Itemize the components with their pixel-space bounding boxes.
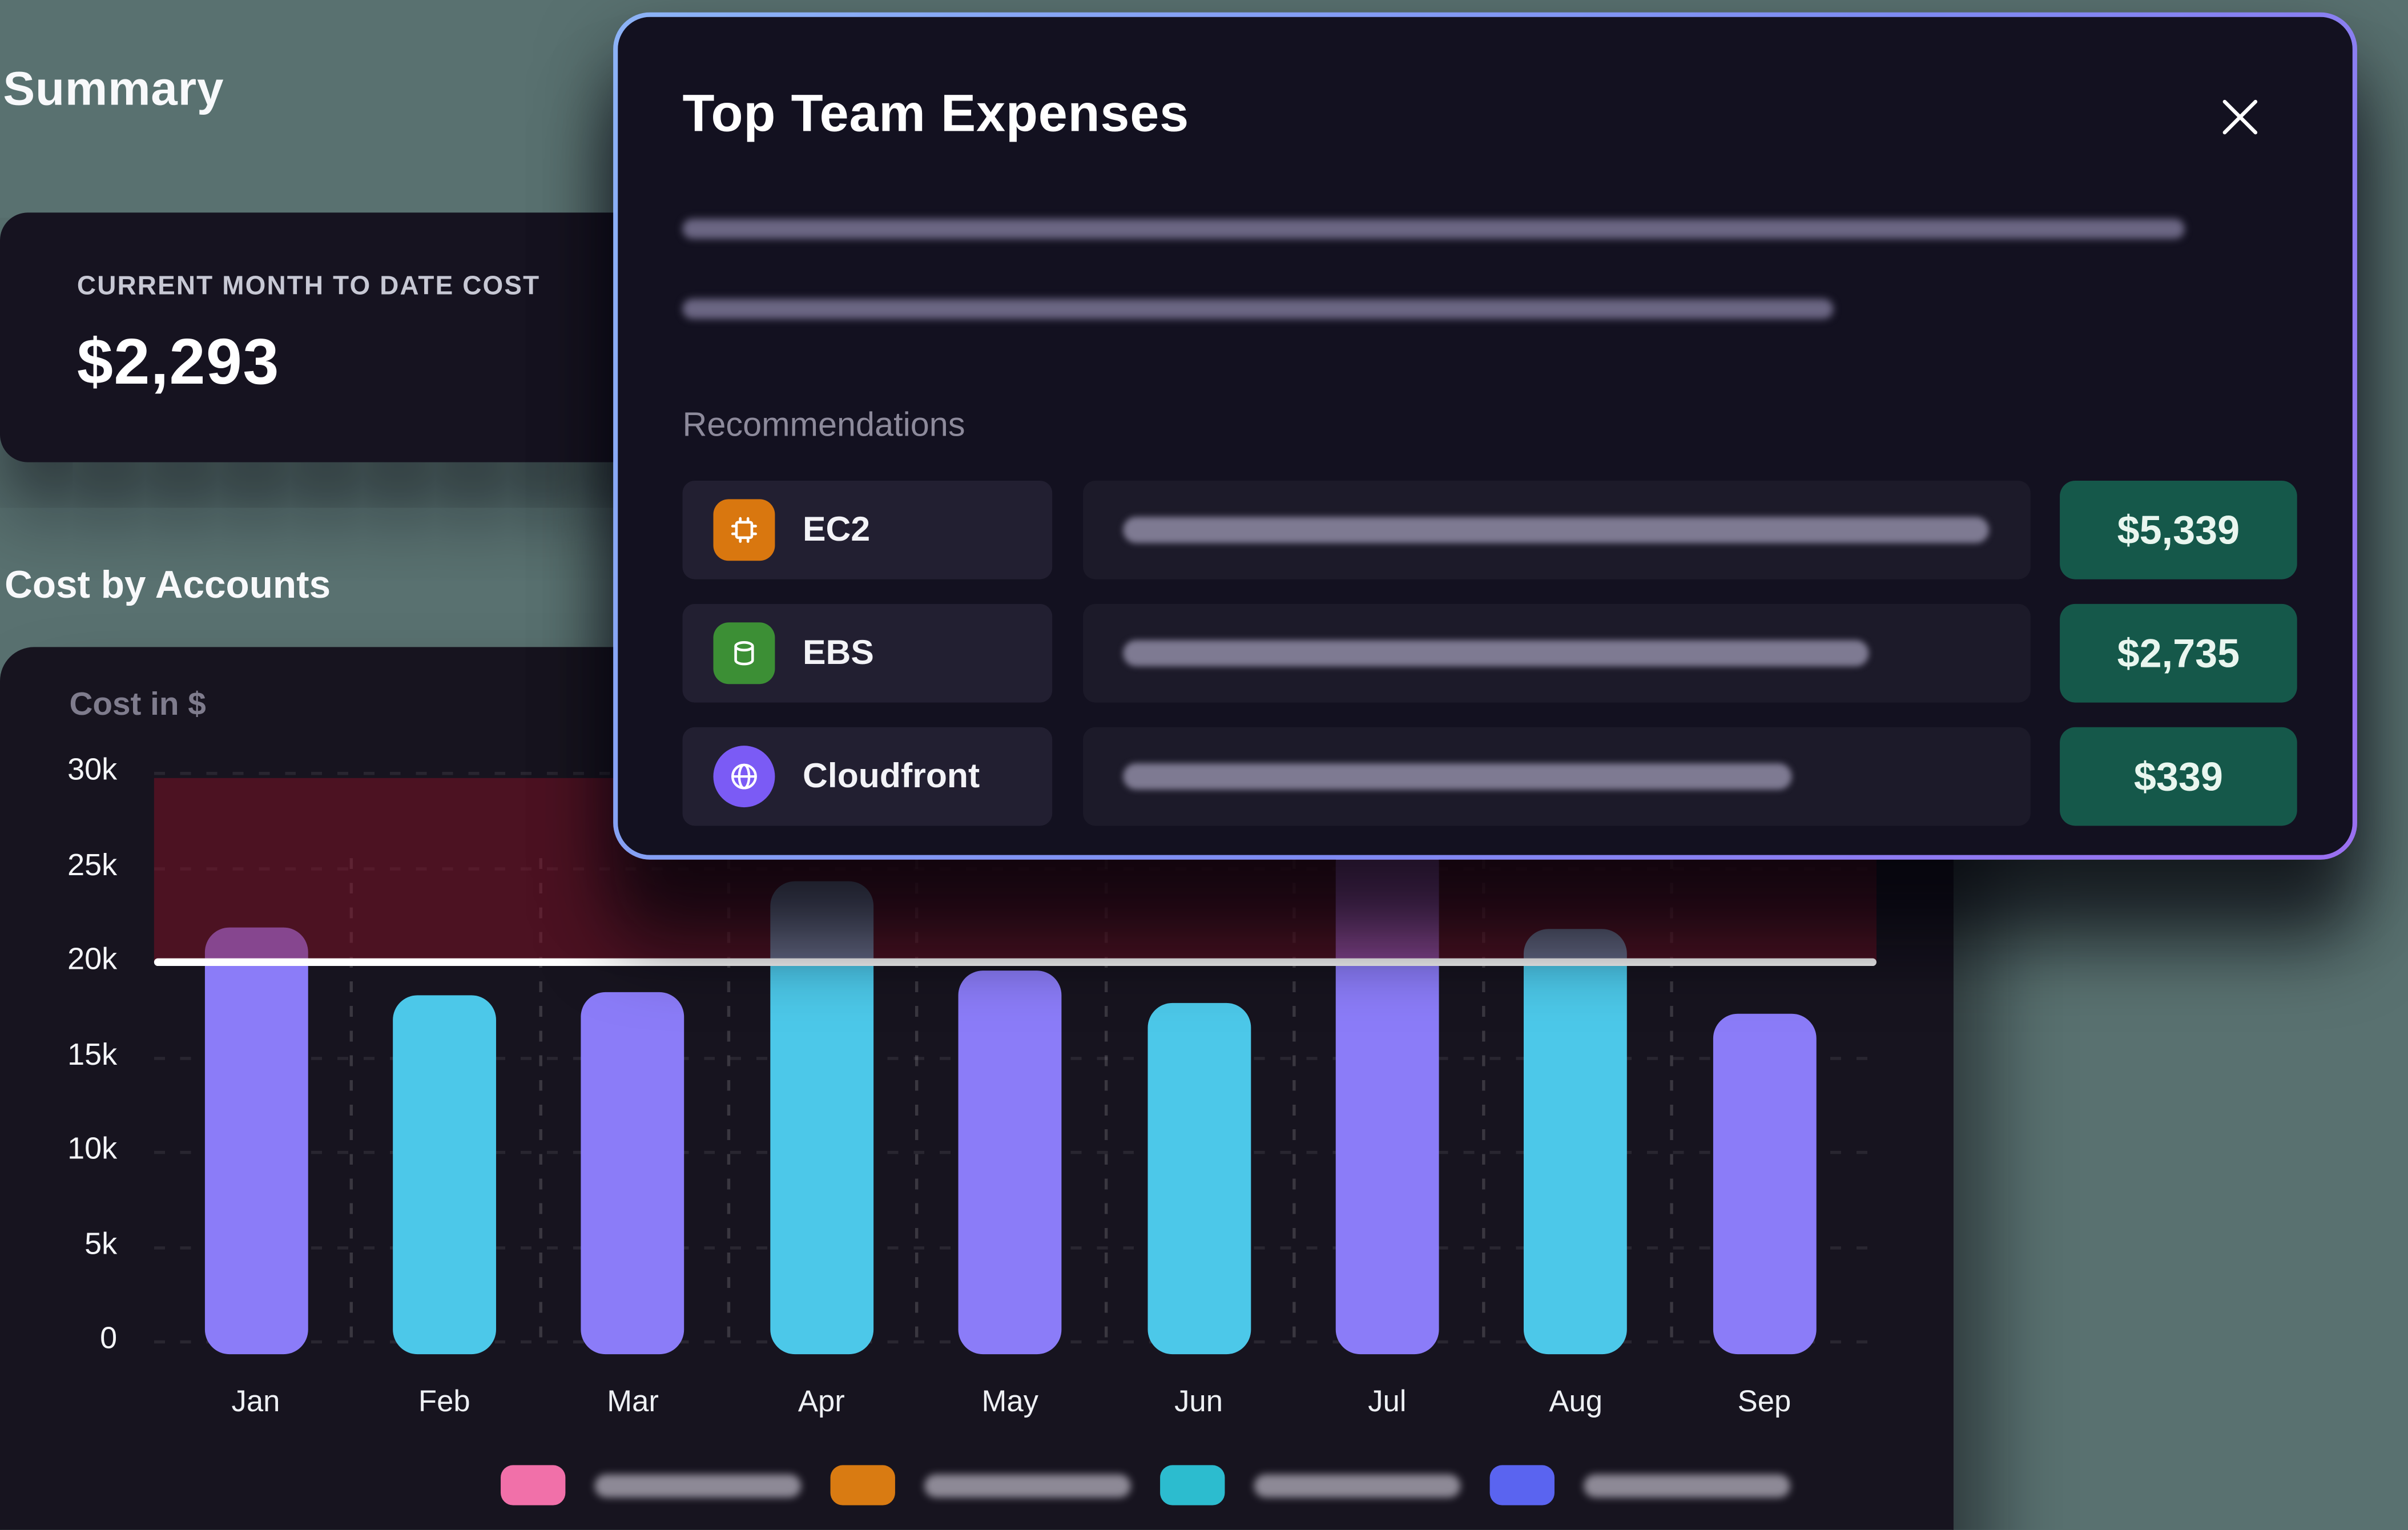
redacted-legend-label	[1584, 1473, 1790, 1497]
x-tick-label: Sep	[1737, 1385, 1791, 1419]
redacted-expense-bar	[1123, 640, 1869, 667]
legend-swatch[interactable]	[1489, 1465, 1555, 1505]
amount-badge: $2,735	[2060, 603, 2297, 703]
service-name: EBS	[803, 633, 874, 672]
budget-threshold-line	[154, 958, 1877, 965]
service-name: EC2	[803, 510, 871, 549]
y-tick-label: 25k	[67, 848, 118, 882]
recommendation-row-ebs[interactable]: EBS $2,735	[682, 603, 2297, 703]
redacted-legend-label	[1254, 1473, 1461, 1497]
redacted-text-line	[682, 299, 1834, 319]
ebs-icon	[713, 622, 775, 685]
chart-legend	[501, 1464, 1790, 1507]
recommendation-row-cloudfront[interactable]: Cloudfront $339	[682, 727, 2297, 826]
service-cell: EBS	[682, 603, 1053, 703]
y-tick-label: 15k	[67, 1037, 118, 1072]
x-tick-label: Feb	[418, 1385, 470, 1419]
modal-title: Top Team Expenses	[682, 84, 1189, 143]
v-gridline	[1670, 858, 1673, 1342]
redacted-legend-label	[924, 1473, 1131, 1497]
v-gridline	[916, 858, 919, 1342]
x-tick-label: Aug	[1549, 1385, 1603, 1419]
close-button[interactable]	[2208, 84, 2272, 149]
cloudfront-icon	[713, 746, 775, 808]
top-team-expenses-modal: Top Team Expenses Recommendations EC2	[613, 13, 2357, 860]
y-axis: 30k 25k 20k 15k 10k 5k 0	[25, 754, 118, 1372]
expense-bar-track	[1083, 727, 2031, 826]
recommendation-rows: EC2 $5,339 EBS	[682, 480, 2297, 851]
bar-aug[interactable]	[1524, 929, 1628, 1355]
legend-swatch[interactable]	[830, 1465, 895, 1505]
recommendations-label: Recommendations	[682, 405, 965, 444]
bar-may[interactable]	[958, 971, 1062, 1355]
expense-bar-track	[1083, 603, 2031, 703]
mtd-cost-label: CURRENT MONTH TO DATE COST	[76, 271, 541, 301]
amount-badge: $5,339	[2060, 480, 2297, 579]
x-tick-label: Apr	[798, 1385, 845, 1419]
service-cell: EC2	[682, 480, 1053, 579]
v-gridline	[538, 858, 542, 1342]
expense-bar-track	[1083, 480, 2031, 579]
y-tick-label: 10k	[67, 1132, 118, 1166]
v-gridline	[1292, 858, 1296, 1342]
v-gridline	[1481, 858, 1485, 1342]
x-tick-label: Jan	[231, 1385, 280, 1419]
amount-badge: $339	[2060, 727, 2297, 826]
chart-axis-title: Cost in $	[69, 687, 206, 723]
service-cell: Cloudfront	[682, 727, 1053, 826]
y-tick-label: 20k	[67, 943, 118, 977]
mtd-cost-value: $2,293	[76, 325, 280, 398]
x-tick-label: Jun	[1174, 1385, 1223, 1419]
x-tick-label: Mar	[607, 1385, 659, 1419]
close-icon	[2222, 99, 2258, 135]
bar-sep[interactable]	[1713, 1014, 1816, 1355]
x-tick-label: Jul	[1368, 1385, 1407, 1419]
x-tick-label: May	[981, 1385, 1038, 1419]
redacted-expense-bar	[1123, 763, 1792, 790]
v-gridline	[727, 858, 731, 1342]
v-gridline	[350, 858, 353, 1342]
redacted-expense-bar	[1123, 517, 1989, 543]
y-tick-label: 30k	[67, 753, 118, 788]
x-axis: Jan Feb Mar Apr May Jun Jul Aug Sep	[154, 1385, 1877, 1431]
y-tick-label: 5k	[84, 1227, 118, 1261]
cost-by-accounts-heading: Cost by Accounts	[5, 563, 331, 607]
redacted-text-line	[682, 219, 2185, 239]
bar-feb[interactable]	[392, 995, 496, 1355]
legend-swatch[interactable]	[1160, 1465, 1225, 1505]
bar-mar[interactable]	[581, 992, 685, 1355]
y-tick-label: 0	[100, 1322, 118, 1356]
ec2-icon	[713, 499, 775, 561]
recommendation-row-ec2[interactable]: EC2 $5,339	[682, 480, 2297, 579]
redacted-legend-label	[594, 1473, 802, 1497]
legend-swatch[interactable]	[501, 1465, 566, 1505]
service-name: Cloudfront	[803, 756, 980, 795]
summary-heading: Summary	[3, 61, 224, 116]
bar-jan[interactable]	[204, 927, 308, 1355]
bar-jun[interactable]	[1147, 1002, 1250, 1355]
v-gridline	[1104, 858, 1108, 1342]
